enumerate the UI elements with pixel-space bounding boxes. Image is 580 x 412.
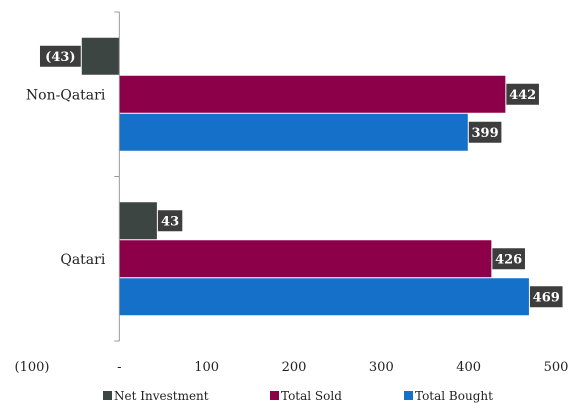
bar-non-qatari-net-investment [81, 37, 120, 75]
data-label-box [529, 286, 563, 308]
x-tick-label: 100 [194, 360, 219, 375]
data-label-box [468, 121, 502, 143]
data-label: 469 [533, 290, 560, 305]
category-label: Qatari [60, 252, 105, 268]
bar-qatari-total-bought [119, 278, 529, 316]
legend-swatch [270, 391, 279, 400]
x-tick-label: - [117, 360, 121, 375]
data-label: 399 [472, 126, 499, 141]
data-label: 426 [495, 252, 522, 267]
data-label-box [492, 248, 525, 270]
data-label: 442 [509, 88, 536, 103]
data-label-box [157, 210, 183, 232]
bar-qatari-net-investment [119, 202, 157, 240]
legend-entry-label: Total Bought [415, 389, 493, 403]
x-tick-label: 300 [369, 360, 394, 375]
x-tick-label: 500 [544, 360, 569, 375]
data-labels-layer: (43) 442 399 43 426 469 [39, 45, 563, 308]
legend-entry-label: Total Sold [281, 389, 342, 403]
data-label-box [39, 45, 81, 67]
bar-qatari-total-sold [119, 240, 492, 278]
x-tick-label: 200 [282, 360, 307, 375]
x-tick-label: (100) [15, 360, 50, 375]
legend-entry-label: Net Investment [114, 389, 209, 403]
legend-swatch [404, 391, 413, 400]
axes-layer: Non-Qatari Qatari (100) - 100 200 300 400 500 [15, 11, 569, 375]
category-label: Non-Qatari [26, 87, 106, 103]
data-label: 43 [161, 214, 179, 229]
bar-non-qatari-total-sold [119, 75, 506, 113]
data-label: (43) [45, 50, 75, 65]
data-label-box [506, 83, 539, 105]
bar-non-qatari-total-bought [119, 113, 468, 151]
legend: Net Investment Total Sold Total Bought [103, 389, 493, 403]
bars-layer [81, 37, 529, 316]
x-tick-label: 400 [456, 360, 481, 375]
legend-swatch [103, 391, 112, 400]
